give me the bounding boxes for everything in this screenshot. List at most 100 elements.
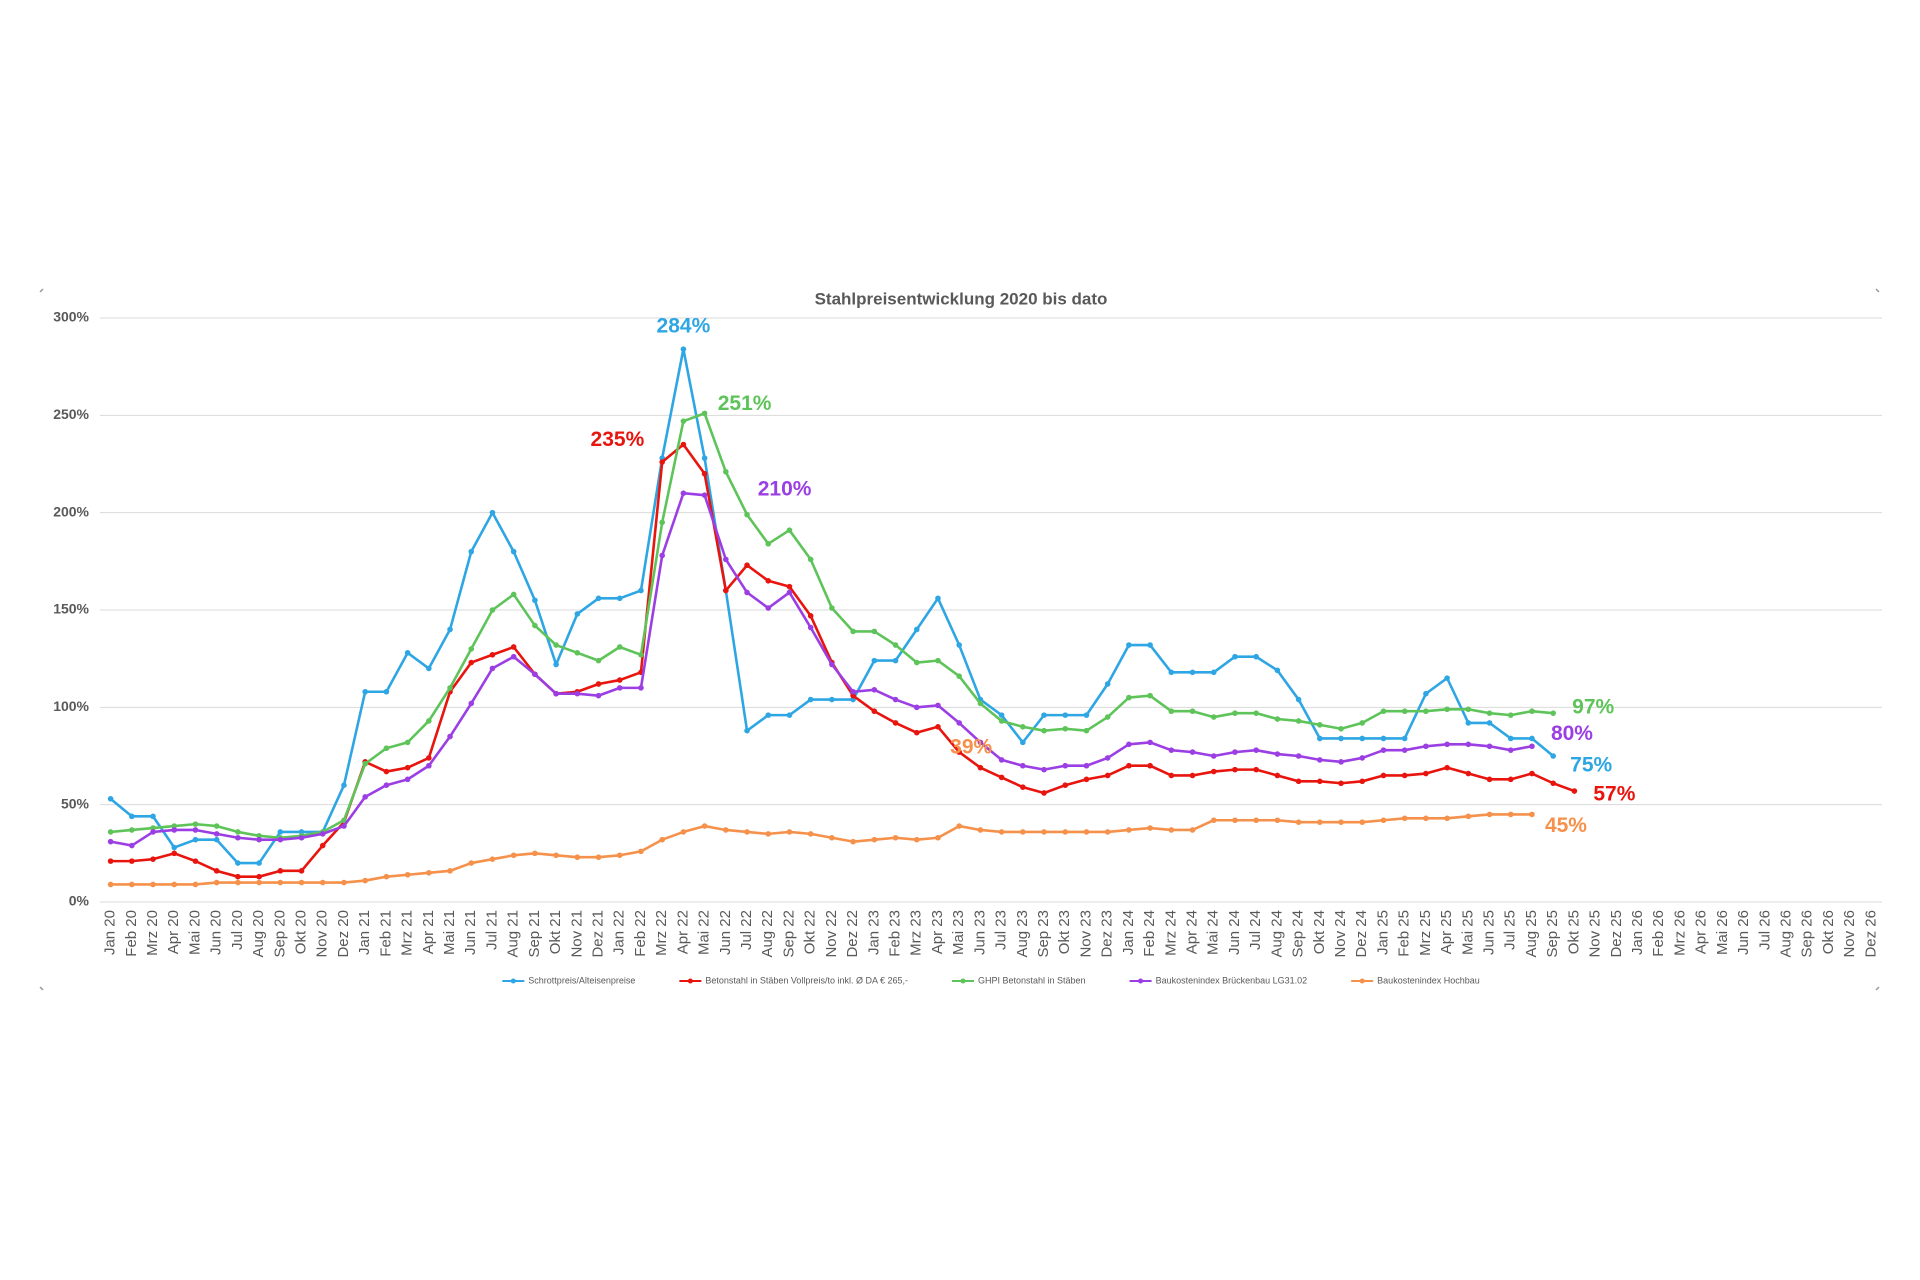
data-point bbox=[150, 856, 156, 862]
x-tick-label: Mrz 23 bbox=[908, 910, 925, 956]
data-point bbox=[1486, 776, 1493, 783]
x-tick-label: Dez 20 bbox=[335, 910, 352, 958]
x-tick-label: Sep 23 bbox=[1035, 910, 1052, 958]
data-point bbox=[1020, 784, 1026, 790]
data-point bbox=[468, 548, 475, 555]
data-point bbox=[680, 418, 687, 424]
data-point bbox=[1126, 642, 1132, 648]
data-point bbox=[850, 688, 856, 695]
x-tick-label: Sep 26 bbox=[1799, 910, 1816, 958]
data-point bbox=[1210, 669, 1217, 676]
x-tick-label: Jan 26 bbox=[1629, 910, 1646, 955]
data-point bbox=[1232, 653, 1238, 660]
data-point bbox=[1444, 706, 1450, 713]
data-point bbox=[192, 821, 199, 827]
data-point bbox=[277, 868, 284, 874]
legend-item: Baukostenindex Hochbau bbox=[1351, 975, 1480, 985]
data-point bbox=[341, 817, 347, 824]
data-point bbox=[1465, 741, 1472, 748]
x-tick-label: Feb 22 bbox=[632, 910, 649, 957]
data-point bbox=[1210, 753, 1217, 759]
data-point bbox=[171, 881, 178, 888]
data-point bbox=[765, 541, 772, 547]
series: 284% 75% bbox=[107, 315, 1613, 866]
data-point bbox=[998, 829, 1005, 835]
x-tick-label: Okt 21 bbox=[547, 910, 564, 954]
data-point bbox=[1020, 829, 1026, 835]
data-point bbox=[723, 827, 729, 833]
data-point bbox=[1147, 739, 1153, 746]
frame-corners bbox=[39, 288, 1880, 991]
x-tick-label: Nov 22 bbox=[823, 910, 840, 958]
data-point bbox=[1317, 757, 1323, 763]
x-tick-label: Sep 25 bbox=[1544, 910, 1561, 958]
x-tick-label: Jul 24 bbox=[1247, 910, 1264, 950]
data-point bbox=[807, 556, 814, 563]
data-point bbox=[998, 718, 1005, 724]
data-point bbox=[341, 879, 347, 886]
data-point bbox=[1317, 819, 1323, 825]
data-point bbox=[213, 868, 220, 874]
data-point bbox=[1444, 675, 1450, 681]
data-point bbox=[1147, 692, 1153, 699]
x-tick-label: Mai 22 bbox=[696, 910, 713, 955]
x-tick-label: Mrz 22 bbox=[653, 910, 670, 956]
data-point bbox=[680, 441, 687, 448]
data-point bbox=[447, 733, 453, 740]
data-point bbox=[532, 671, 538, 678]
data-point bbox=[553, 852, 559, 859]
data-point bbox=[383, 782, 390, 788]
data-point bbox=[192, 836, 199, 843]
data-point bbox=[638, 587, 644, 594]
data-point bbox=[701, 823, 708, 829]
data-point bbox=[1401, 708, 1408, 715]
data-point bbox=[468, 659, 475, 666]
data-point bbox=[1465, 770, 1472, 777]
data-point bbox=[595, 681, 602, 687]
data-point bbox=[510, 852, 517, 859]
x-tick-label: Jun 22 bbox=[717, 910, 734, 955]
x-tick-label: Jul 25 bbox=[1502, 910, 1519, 950]
data-point bbox=[892, 657, 899, 664]
data-point bbox=[1529, 743, 1535, 750]
x-tick-label: Mrz 20 bbox=[144, 910, 161, 956]
data-point bbox=[913, 729, 920, 736]
series: 235% 57% bbox=[107, 428, 1636, 880]
data-point bbox=[744, 589, 750, 596]
x-tick-label: Dez 21 bbox=[590, 910, 607, 958]
x-tick-label: Aug 25 bbox=[1523, 910, 1540, 958]
data-point bbox=[532, 597, 538, 604]
data-point bbox=[595, 595, 602, 602]
data-point bbox=[319, 842, 326, 849]
data-point bbox=[150, 825, 156, 831]
data-point bbox=[829, 661, 835, 668]
data-point bbox=[1168, 827, 1175, 833]
data-point bbox=[659, 519, 665, 526]
data-point bbox=[701, 492, 708, 498]
x-tick-label: Jul 20 bbox=[229, 910, 246, 950]
x-tick-label: Mrz 26 bbox=[1671, 910, 1688, 956]
x-tick-label: Nov 24 bbox=[1332, 910, 1349, 958]
data-point bbox=[786, 589, 793, 596]
value-label: 251% bbox=[718, 392, 772, 415]
data-point bbox=[935, 657, 941, 664]
x-tick-label: Nov 25 bbox=[1587, 910, 1604, 958]
data-point bbox=[723, 587, 729, 594]
x-tick-label: Mai 26 bbox=[1714, 910, 1731, 955]
data-point bbox=[1126, 694, 1132, 701]
x-tick-label: Aug 24 bbox=[1268, 910, 1285, 958]
data-point bbox=[765, 578, 772, 584]
y-tick-label: 300% bbox=[53, 309, 89, 325]
data-point bbox=[1020, 724, 1026, 730]
x-tick-label: Jan 24 bbox=[1120, 910, 1137, 955]
data-point bbox=[1104, 755, 1111, 761]
data-point bbox=[510, 548, 517, 555]
data-point bbox=[1423, 708, 1429, 715]
data-point bbox=[1338, 759, 1344, 765]
y-tick-label: 150% bbox=[53, 601, 89, 617]
data-point bbox=[447, 868, 453, 874]
x-tick-label: Dez 23 bbox=[1099, 910, 1116, 958]
x-tick-label: Aug 21 bbox=[505, 910, 522, 958]
data-point bbox=[786, 527, 793, 533]
